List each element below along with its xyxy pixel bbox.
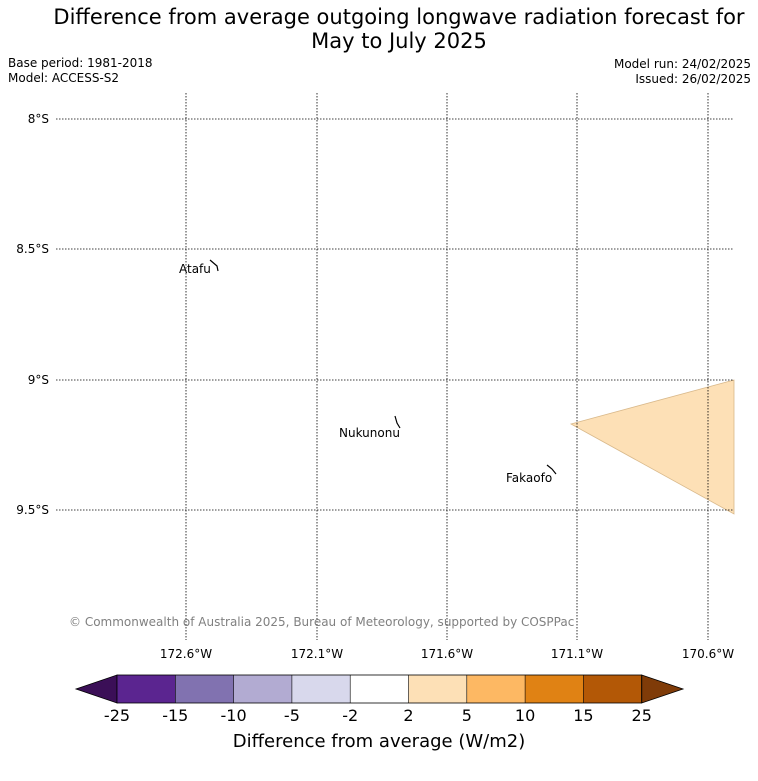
colorbar-extend-high bbox=[641, 674, 685, 704]
lon-label-170-6w: 170.6°W bbox=[682, 647, 734, 661]
map-title: Difference from average outgoing longwav… bbox=[0, 5, 758, 53]
longitude-gridlines bbox=[185, 93, 709, 640]
title-line-2: May to July 2025 bbox=[311, 29, 487, 53]
lon-label-172-1w: 172.1°W bbox=[291, 647, 343, 661]
colorbar-bin-2 bbox=[175, 675, 234, 703]
meta-right: Model run: 24/02/2025 Issued: 26/02/2025 bbox=[614, 57, 751, 87]
title-line-1: Difference from average outgoing longwav… bbox=[53, 5, 745, 29]
model-run: Model run: 24/02/2025 bbox=[613, 57, 751, 71]
colorbar-bin-3 bbox=[233, 675, 292, 703]
meta-left: Base period: 1981-2018 Model: ACCESS-S2 bbox=[8, 56, 153, 86]
colorbar bbox=[74, 674, 685, 704]
latitude-gridlines bbox=[56, 118, 734, 511]
place-label-fakaofo: Fakaofo bbox=[506, 471, 552, 485]
colorbar-bin-9 bbox=[583, 675, 642, 703]
colorbar-tick: -15 bbox=[162, 706, 188, 725]
lon-label-171-1w: 171.1°W bbox=[551, 647, 603, 661]
colorbar-outline bbox=[116, 674, 643, 704]
lat-label-9s: 9°S bbox=[28, 373, 49, 387]
colorbar-tick: 15 bbox=[573, 706, 593, 725]
lat-label-9-5s: 9.5°S bbox=[16, 503, 49, 517]
colorbar-tick: -10 bbox=[221, 706, 247, 725]
fakaofo-atoll bbox=[546, 464, 557, 475]
colorbar-tick: 2 bbox=[403, 706, 413, 725]
anomaly-region bbox=[569, 379, 735, 515]
colorbar-bin-5 bbox=[350, 675, 409, 703]
colorbar-extend-low bbox=[74, 674, 118, 704]
atafu-atoll bbox=[209, 259, 219, 272]
colorbar-tick: 25 bbox=[632, 706, 652, 725]
colorbar-bin-6 bbox=[408, 675, 467, 703]
issued-date: Issued: 26/02/2025 bbox=[635, 72, 751, 86]
lon-label-171-6w: 171.6°W bbox=[421, 647, 473, 661]
colorbar-bin-1 bbox=[117, 675, 176, 703]
colorbar-tick: -5 bbox=[284, 706, 300, 725]
nukunonu-atoll bbox=[394, 415, 401, 429]
lat-label-8s: 8°S bbox=[28, 112, 49, 126]
colorbar-bin-8 bbox=[525, 675, 584, 703]
colorbar-tick: 10 bbox=[515, 706, 535, 725]
base-period: Base period: 1981-2018 bbox=[8, 56, 153, 70]
colorbar-tick: -25 bbox=[104, 706, 130, 725]
colorbar-bin-7 bbox=[466, 675, 526, 703]
colorbar-label: Difference from average (W/m2) bbox=[233, 731, 525, 752]
model-name: Model: ACCESS-S2 bbox=[8, 71, 120, 85]
colorbar-bin-4 bbox=[291, 675, 351, 703]
colorbar-tick: 5 bbox=[462, 706, 472, 725]
lat-label-8-5s: 8.5°S bbox=[16, 242, 49, 256]
copyright-notice: © Commonwealth of Australia 2025, Bureau… bbox=[69, 615, 574, 629]
lon-label-172-6w: 172.6°W bbox=[160, 647, 212, 661]
place-label-nukunonu: Nukunonu bbox=[339, 426, 400, 440]
place-label-atafu: Atafu bbox=[179, 262, 211, 276]
colorbar-tick: -2 bbox=[342, 706, 358, 725]
